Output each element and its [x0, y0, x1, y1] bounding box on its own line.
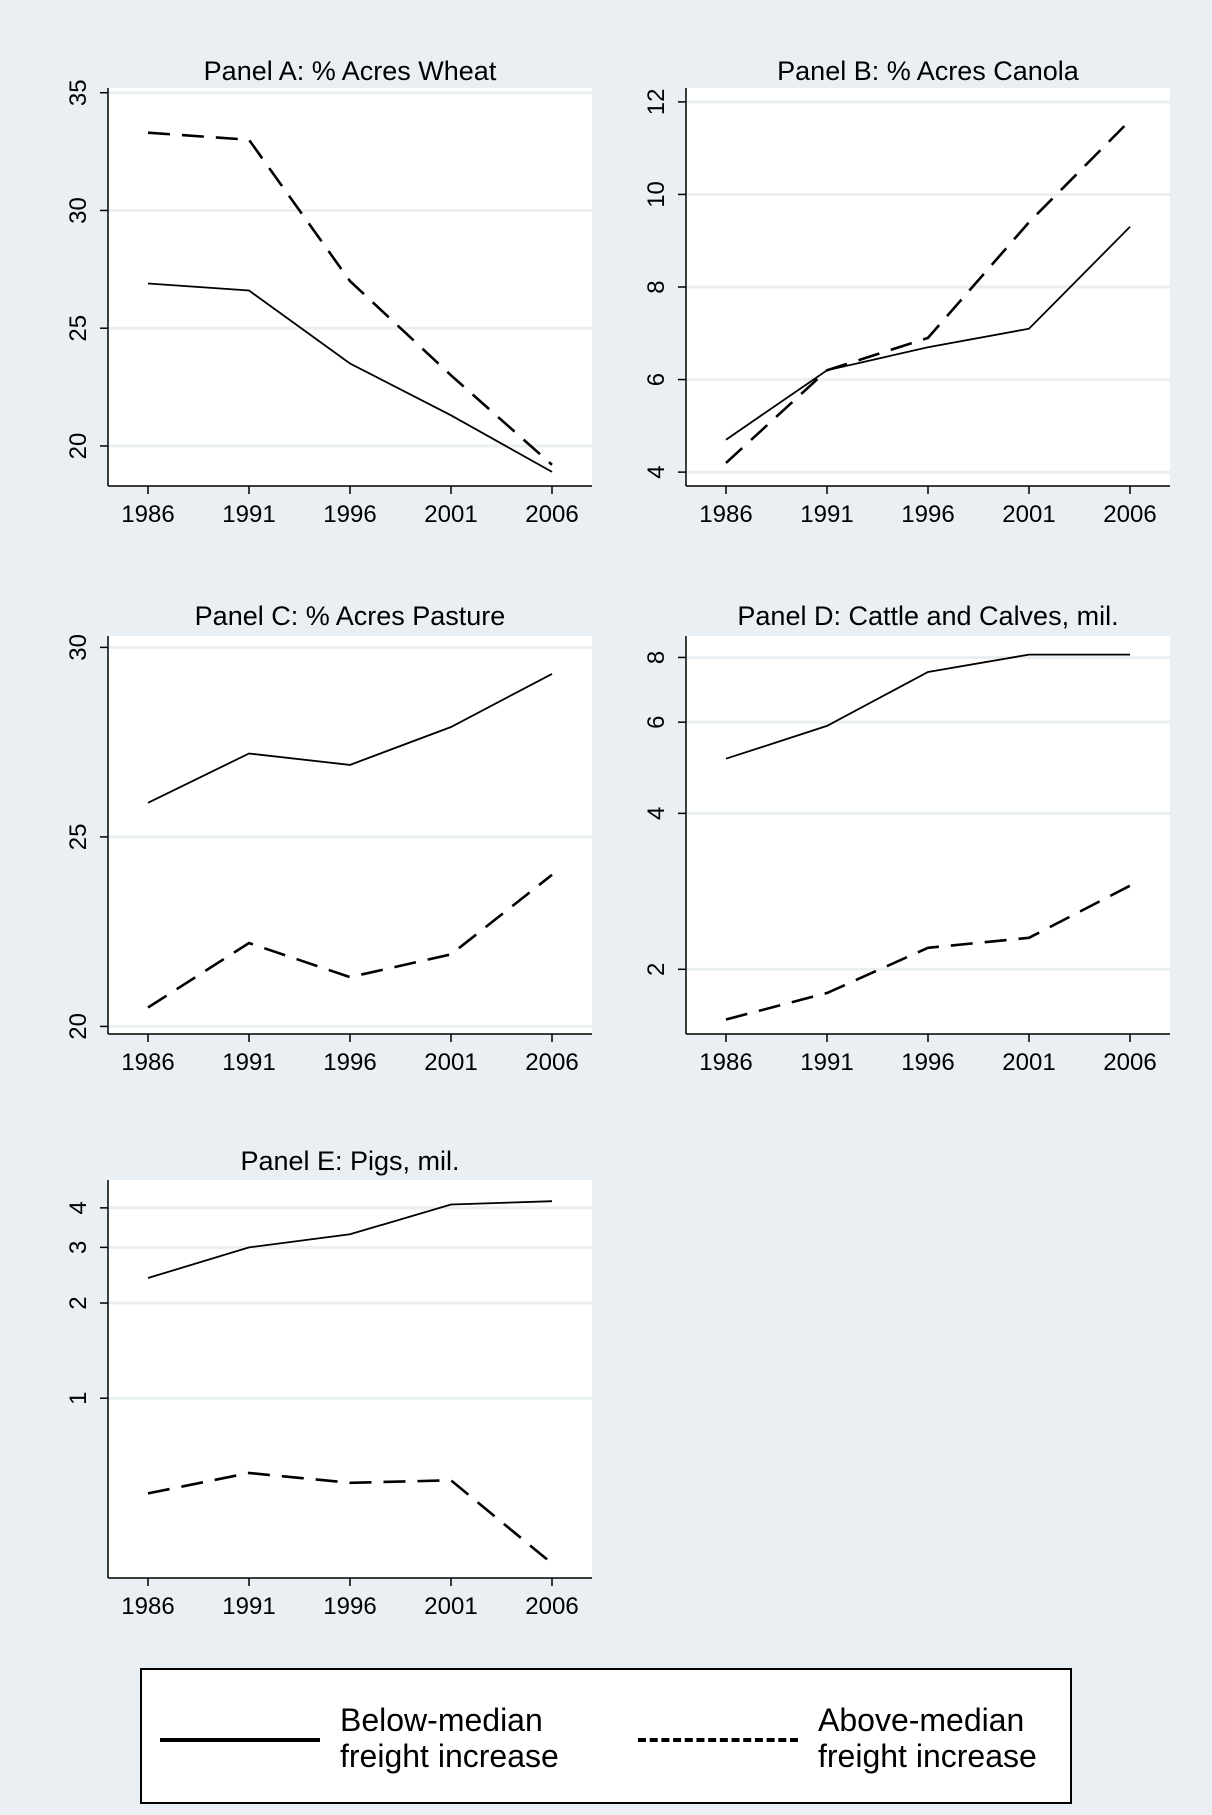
legend-item-below-median: Below-median freight increase — [160, 1694, 600, 1784]
x-tick-label: 1986 — [121, 1593, 174, 1620]
x-tick-label: 1986 — [121, 501, 174, 528]
x-tick-label: 1991 — [222, 1049, 275, 1076]
panel-a: 20 25 30 35 1986 1991 1996 2001 2006 Panel A: % A… — [65, 56, 592, 528]
legend-item-above-median: Above-median freight increase — [638, 1694, 1058, 1784]
y-tick-label: 10 — [643, 181, 670, 208]
y-tick-label: 25 — [65, 824, 92, 851]
y-tick-label: 20 — [65, 1013, 92, 1040]
x-tick-label: 1996 — [323, 1049, 376, 1076]
x-tick-label: 2006 — [525, 1049, 578, 1076]
x-tick-label: 2001 — [424, 1593, 477, 1620]
x-tick-label: 1991 — [222, 501, 275, 528]
panels: 20 25 30 35 1986 1991 1996 2001 2006 Panel A: % A… — [65, 56, 1170, 1620]
y-tick-label: 4 — [65, 1201, 92, 1214]
y-tick-label: 8 — [643, 651, 670, 664]
y-tick-label: 30 — [65, 197, 92, 224]
legend-dashed-line-swatch — [638, 1738, 798, 1742]
x-tick-label: 2001 — [424, 1049, 477, 1076]
x-tick-label: 2001 — [424, 501, 477, 528]
y-tick-label: 6 — [643, 715, 670, 728]
x-tick-label: 2006 — [525, 1593, 578, 1620]
y-tick-label: 1 — [65, 1392, 92, 1405]
x-tick-label: 2001 — [1002, 1049, 1055, 1076]
legend: Below-median freight increase Above-medi… — [140, 1668, 1072, 1804]
panel-b: 4 6 8 10 12 1986 1991 1996 2001 2006 Panel B: % Ac… — [643, 56, 1170, 528]
x-tick-label: 1986 — [121, 1049, 174, 1076]
x-tick-label: 1986 — [699, 1049, 752, 1076]
panel-e: 1 2 3 4 1986 1991 1996 2001 2006 Panel E: Pigs, m… — [65, 1146, 592, 1620]
plot-area — [108, 1180, 592, 1578]
x-tick-label: 1991 — [800, 1049, 853, 1076]
legend-solid-line-swatch — [160, 1738, 320, 1742]
series-line-above-median — [147, 1471, 553, 1565]
y-tick-label: 3 — [65, 1241, 92, 1254]
y-tick-label: 30 — [65, 634, 92, 661]
legend-label-above-median: Above-median freight increase — [818, 1702, 1078, 1774]
series-line-above-median — [725, 884, 1131, 1021]
legend-above-line2: freight increase — [818, 1738, 1037, 1774]
series-line-below-median — [147, 282, 553, 473]
y-tick-label: 2 — [643, 963, 670, 976]
y-tick-label: 12 — [643, 89, 670, 116]
series-line-below-median — [147, 1200, 553, 1279]
x-tick-label: 1991 — [800, 501, 853, 528]
panel-c: 20 25 30 1986 1991 1996 2001 2006 Panel C: % Acr… — [65, 601, 592, 1076]
x-tick-label: 2001 — [1002, 501, 1055, 528]
plot-area — [686, 636, 1170, 1034]
series-line-below-median — [147, 673, 553, 804]
x-tick-label: 1996 — [901, 1049, 954, 1076]
legend-below-line1: Below-median — [340, 1702, 543, 1738]
x-tick-label: 1986 — [699, 501, 752, 528]
y-tick-label: 20 — [65, 433, 92, 460]
series-line-above-median — [725, 119, 1131, 464]
x-tick-label: 1991 — [222, 1593, 275, 1620]
x-tick-label: 1996 — [323, 1593, 376, 1620]
y-tick-label: 6 — [643, 373, 670, 386]
x-tick-label: 2006 — [525, 501, 578, 528]
plot-area — [108, 88, 592, 486]
panel-title: Panel E: Pigs, mil. — [240, 1146, 459, 1176]
series-line-above-median — [147, 131, 553, 466]
x-tick-label: 1996 — [323, 501, 376, 528]
x-tick-label: 2006 — [1103, 501, 1156, 528]
series-line-below-median — [725, 226, 1131, 441]
legend-below-line2: freight increase — [340, 1738, 559, 1774]
series-line-above-median — [147, 873, 553, 1009]
y-tick-label: 4 — [643, 465, 670, 478]
y-tick-label: 35 — [65, 79, 92, 106]
legend-label-below-median: Below-median freight increase — [340, 1702, 600, 1774]
y-tick-label: 4 — [643, 807, 670, 820]
panel-title: Panel B: % Acres Canola — [777, 56, 1080, 86]
series-line-below-median — [725, 653, 1130, 760]
x-tick-label: 1996 — [901, 501, 954, 528]
y-tick-label: 25 — [65, 315, 92, 342]
y-tick-label: 2 — [65, 1296, 92, 1309]
y-tick-label: 8 — [643, 280, 670, 293]
panel-title: Panel C: % Acres Pasture — [195, 601, 506, 631]
plot-area — [108, 636, 592, 1034]
legend-above-line1: Above-median — [818, 1702, 1025, 1738]
x-tick-label: 2006 — [1103, 1049, 1156, 1076]
panel-title: Panel D: Cattle and Calves, mil. — [737, 601, 1118, 631]
panel-title: Panel A: % Acres Wheat — [204, 56, 497, 86]
panel-d: 2 4 6 8 1986 1991 1996 2001 2006 Panel D: Cattle … — [643, 601, 1170, 1076]
